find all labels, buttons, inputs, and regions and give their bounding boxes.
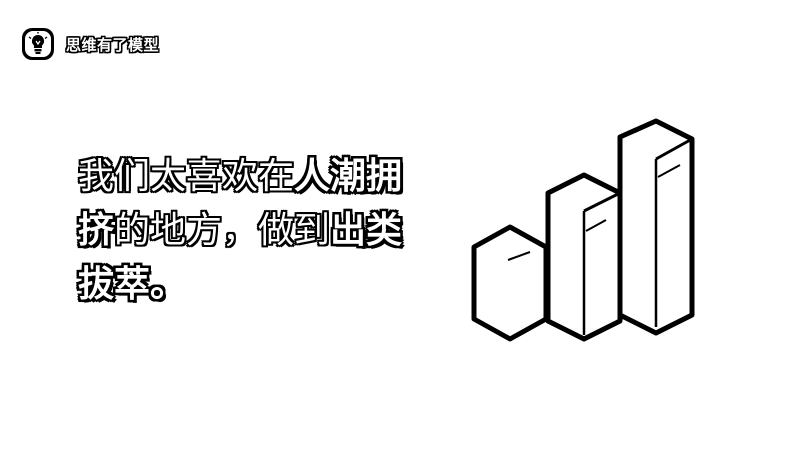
bar-chart-icon xyxy=(471,118,695,342)
headline-segment-bold: 。 xyxy=(150,264,187,305)
headline-segment-bold: 人潮拥挤 xyxy=(78,156,403,251)
brand-name: 思维有了模型 xyxy=(66,35,160,54)
lightbulb-icon xyxy=(22,28,54,60)
headline: 我们太喜欢在人潮拥挤的地方，做到出类拔萃。 xyxy=(78,150,408,312)
headline-segment: 的地方，做到 xyxy=(114,210,331,251)
headline-segment-bold: 出类拔萃 xyxy=(78,210,403,305)
headline-segment: 我们太喜欢在 xyxy=(78,156,295,197)
brand: 思维有了模型 xyxy=(20,26,159,62)
